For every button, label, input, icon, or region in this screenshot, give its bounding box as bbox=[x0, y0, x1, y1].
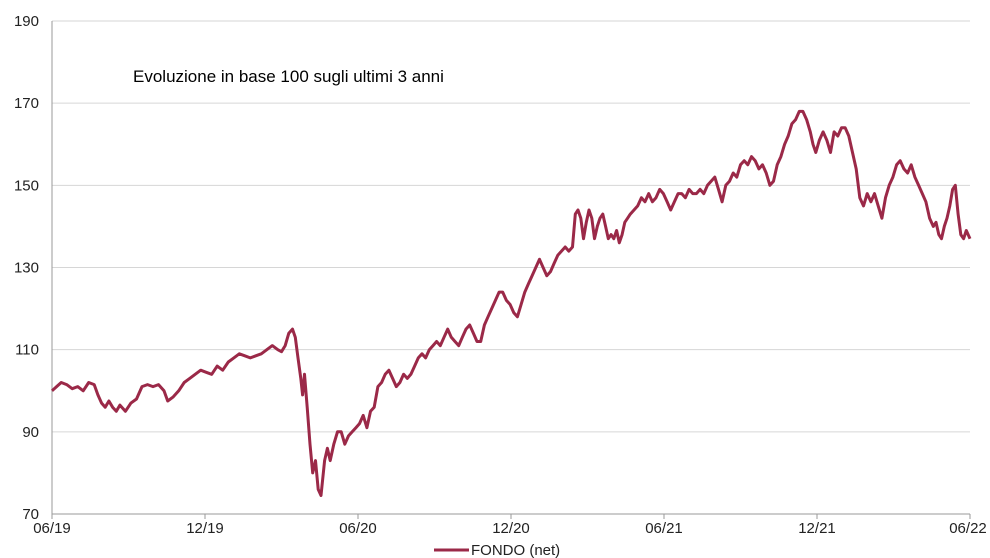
x-tick-label: 06/19 bbox=[33, 520, 71, 537]
legend-label: FONDO (net) bbox=[471, 542, 560, 558]
y-tick-label: 130 bbox=[14, 260, 39, 277]
series-line-fondo bbox=[50, 109, 972, 497]
x-axis: 06/19 12/19 06/20 12/20 06/21 12/21 06/22 bbox=[33, 513, 987, 537]
x-tick-label: 12/21 bbox=[798, 520, 836, 537]
x-tick-label: 06/20 bbox=[339, 520, 377, 537]
series-group bbox=[50, 109, 972, 497]
x-tick-label: 06/21 bbox=[645, 520, 683, 537]
x-tick-label: 12/19 bbox=[186, 520, 224, 537]
x-tick-label: 06/22 bbox=[949, 520, 987, 537]
y-tick-label: 150 bbox=[14, 177, 39, 194]
legend: FONDO (net) bbox=[434, 542, 560, 558]
y-tick-label: 190 bbox=[14, 13, 39, 30]
y-tick-label: 70 bbox=[22, 506, 39, 523]
chart-title: Evoluzione in base 100 sugli ultimi 3 an… bbox=[133, 67, 444, 86]
y-tick-label: 170 bbox=[14, 95, 39, 112]
y-tick-label: 90 bbox=[22, 424, 39, 441]
y-axis: 70 90 110 130 150 170 190 bbox=[14, 13, 53, 523]
grid-lines bbox=[52, 20, 970, 515]
y-tick-label: 110 bbox=[15, 342, 39, 359]
x-tick-label: 12/20 bbox=[492, 520, 530, 537]
